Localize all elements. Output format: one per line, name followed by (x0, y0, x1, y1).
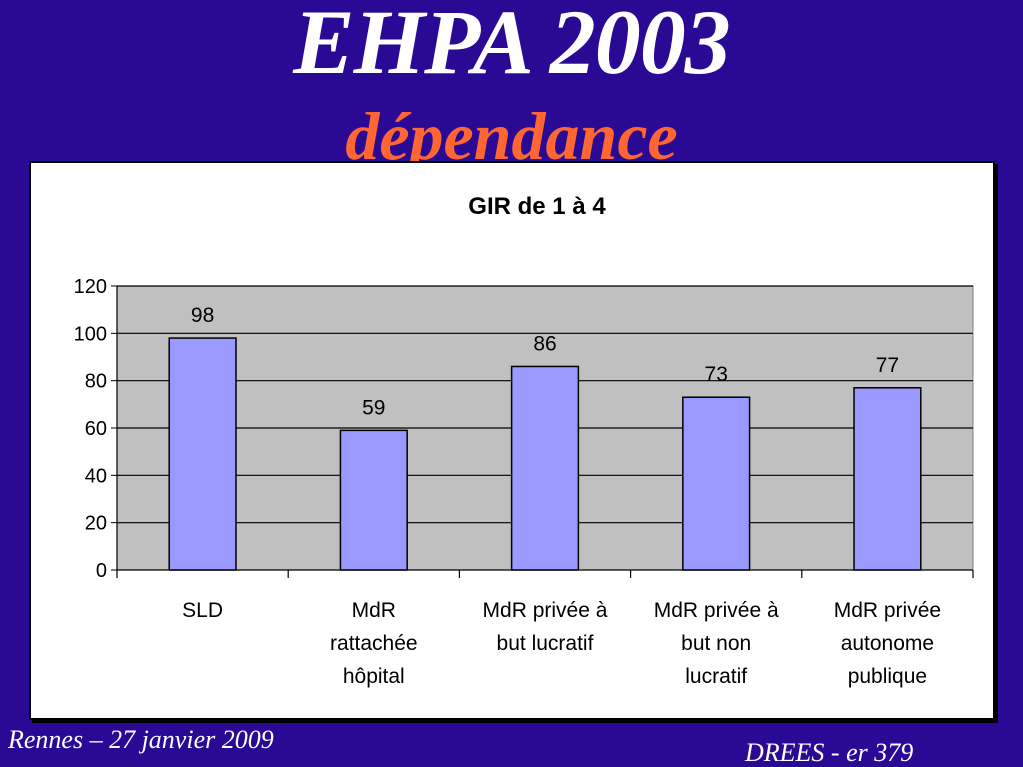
footer-source: DREES - er 379 (745, 738, 914, 767)
slide-title: EHPA 2003 (293, 0, 731, 93)
y-tick-label: 60 (85, 418, 107, 440)
x-category-label: MdR privée à but non lucratif (654, 599, 779, 688)
y-tick-label: 100 (74, 323, 107, 345)
y-tick-label: 120 (74, 276, 107, 298)
x-category-label: MdR privée à but lucratif (483, 599, 608, 655)
x-category-label-line: autonome (841, 632, 934, 655)
bar (682, 396, 751, 571)
chart-title: GIR de 1 à 4 (468, 193, 606, 220)
footer-date: Rennes – 27 janvier 2009 (8, 725, 274, 754)
data-label: 59 (362, 396, 385, 419)
x-category-label-line: MdR (352, 599, 396, 622)
chart-panel: GIR de 1 à 4 0 20 40 60 80 100 120 98 SLD 59 MdR rat… (29, 161, 995, 720)
x-category-label-line: hôpital (343, 665, 405, 688)
x-category-label-line: SLD (182, 599, 223, 622)
x-category-label-line: publique (848, 665, 927, 688)
bar-chart: GIR de 1 à 4 0 20 40 60 80 100 120 98 SLD 59 MdR rat… (74, 193, 974, 688)
x-category-label-line: rattachée (330, 632, 418, 655)
data-label: 98 (191, 304, 214, 327)
y-tick-label: 0 (96, 560, 107, 582)
x-category-label: SLD (182, 599, 223, 622)
x-category-label-line: lucratif (685, 665, 747, 688)
x-category-label: MdR privée autonome publique (834, 599, 941, 688)
x-category-label: MdR rattachée hôpital (330, 599, 418, 688)
y-tick-label: 20 (85, 513, 107, 535)
y-tick-label: 80 (85, 371, 107, 393)
bar (510, 365, 580, 571)
data-label: 73 (705, 363, 728, 386)
x-category-label-line: MdR privée (834, 599, 941, 622)
bar (168, 337, 237, 571)
data-label: 86 (533, 332, 556, 355)
data-label: 77 (876, 354, 899, 377)
x-category-label-line: MdR privée à (654, 599, 779, 622)
bar (339, 429, 408, 571)
x-category-label-line: but lucratif (497, 632, 594, 655)
x-category-label-line: but non (681, 632, 751, 655)
x-category-label-line: MdR privée à (483, 599, 608, 622)
y-tick-label: 40 (85, 465, 107, 487)
bar (853, 387, 922, 571)
